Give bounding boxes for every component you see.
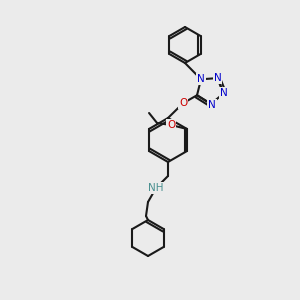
Text: NH: NH (148, 183, 164, 193)
Text: N: N (197, 74, 205, 84)
Text: O: O (179, 98, 187, 108)
Text: N: N (208, 100, 216, 110)
Text: N: N (214, 73, 221, 83)
Text: N: N (220, 88, 227, 98)
Text: O: O (167, 120, 175, 130)
